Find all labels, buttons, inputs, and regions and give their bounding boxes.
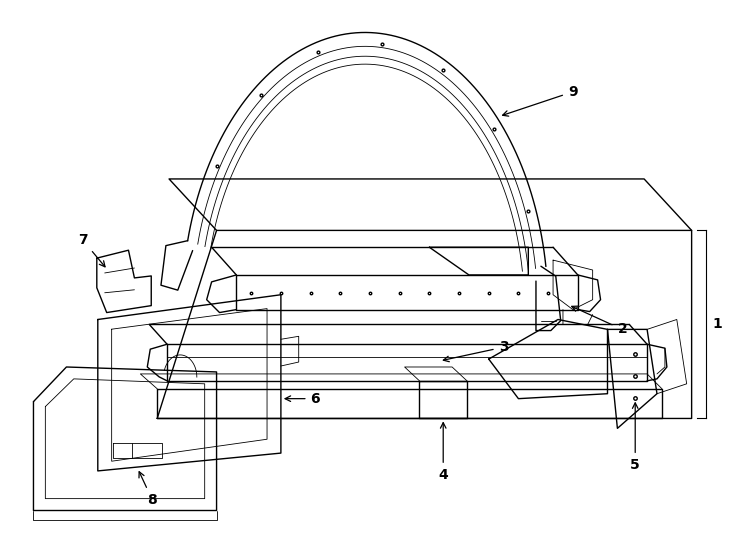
Text: 4: 4	[438, 423, 448, 482]
Text: 9: 9	[503, 85, 578, 116]
Text: 3: 3	[443, 340, 508, 362]
Text: 2: 2	[572, 306, 627, 336]
Text: 5: 5	[631, 403, 640, 472]
Text: 1: 1	[713, 318, 722, 332]
Text: 8: 8	[139, 472, 157, 507]
Text: 7: 7	[78, 233, 105, 267]
Text: 6: 6	[285, 392, 320, 406]
